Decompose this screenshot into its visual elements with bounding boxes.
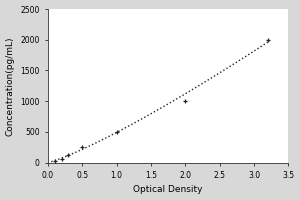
X-axis label: Optical Density: Optical Density [134, 185, 203, 194]
Y-axis label: Concentration(pg/mL): Concentration(pg/mL) [6, 36, 15, 136]
